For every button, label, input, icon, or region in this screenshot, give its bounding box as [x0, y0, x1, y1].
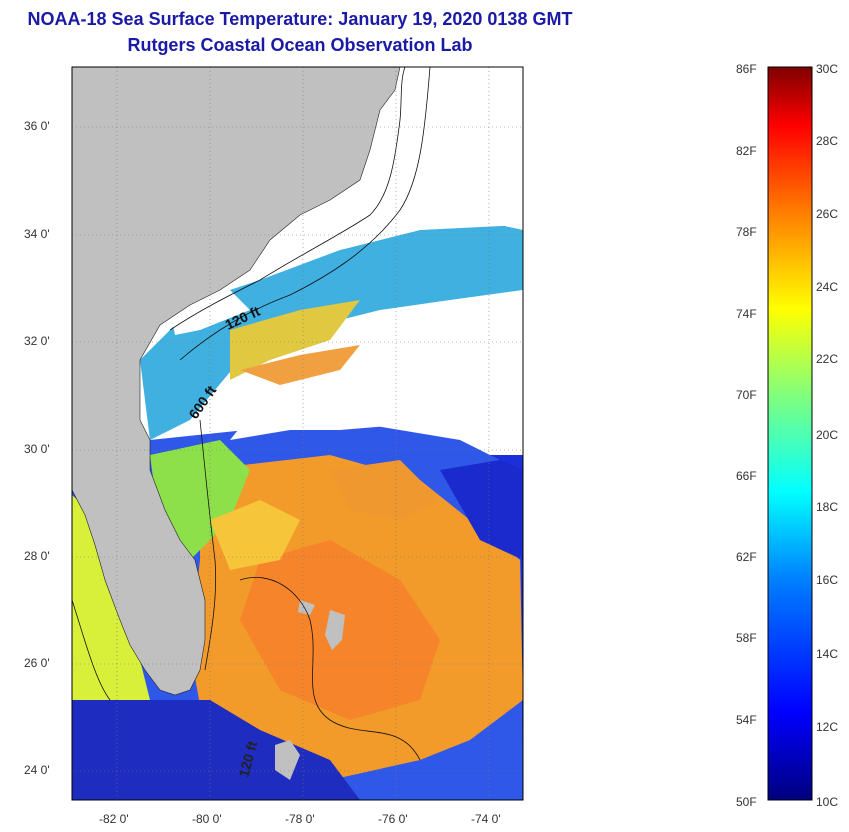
- lat-label-34: 34 0': [24, 227, 50, 241]
- cb-f-54: 54F: [736, 713, 757, 727]
- cb-c-12: 12C: [816, 720, 839, 734]
- land-cuba-edge: [275, 740, 300, 780]
- cb-c-14: 14C: [816, 647, 839, 661]
- sst-orange-strip: [240, 345, 360, 385]
- lat-label-30: 30 0': [24, 442, 50, 456]
- lat-label-32: 32 0': [24, 334, 50, 348]
- cb-c-18: 18C: [816, 500, 839, 514]
- cb-c-16: 16C: [816, 573, 839, 587]
- lon-label-76: -76 0': [378, 812, 408, 826]
- cb-c-24: 24C: [816, 280, 839, 294]
- cb-c-22: 22C: [816, 352, 839, 366]
- cb-f-70: 70F: [736, 388, 757, 402]
- cb-f-78: 78F: [736, 225, 757, 239]
- cb-f-86: 86F: [736, 62, 757, 76]
- cb-f-62: 62F: [736, 550, 757, 564]
- cb-c-20: 20C: [816, 428, 839, 442]
- land-andros: [325, 610, 345, 650]
- map-title: NOAA-18 Sea Surface Temperature: January…: [27, 9, 573, 29]
- cb-f-74: 74F: [736, 307, 757, 321]
- cloud-middle: [230, 360, 500, 440]
- cb-c-26: 26C: [816, 207, 839, 221]
- lat-label-26: 26 0': [24, 656, 50, 670]
- map-content: 120 ft 600 ft 120 ft: [72, 67, 523, 800]
- lon-label-80: -80 0': [192, 812, 222, 826]
- contour-gulf: [72, 599, 111, 701]
- sst-yellow-patch: [210, 500, 300, 570]
- sst-cyan-strip: [140, 225, 523, 440]
- lon-label-82: -82 0': [99, 812, 129, 826]
- cb-f-50: 50F: [736, 795, 757, 809]
- map-subtitle: Rutgers Coastal Ocean Observation Lab: [127, 35, 473, 55]
- lat-label-36: 36 0': [24, 119, 50, 133]
- sst-gulf-yellow: [72, 495, 150, 700]
- map-frame: [71, 66, 524, 801]
- cb-c-30: 30C: [816, 62, 839, 76]
- sst-orange-patch: [330, 460, 440, 520]
- lat-label-28: 28 0': [24, 549, 50, 563]
- cb-f-66: 66F: [736, 469, 757, 483]
- contour-florida: [199, 419, 217, 671]
- lon-label-78: -78 0': [285, 812, 315, 826]
- contour-bahamas: [239, 577, 421, 761]
- contour-600ft: [179, 67, 431, 361]
- colorbar: [767, 66, 813, 801]
- cb-f-58: 58F: [736, 631, 757, 645]
- cb-f-82: 82F: [736, 144, 757, 158]
- cloud-coastal: [170, 290, 250, 335]
- contour-120ft: [169, 67, 406, 331]
- cb-c-28: 28C: [816, 134, 839, 148]
- lat-label-24: 24 0': [24, 763, 50, 777]
- land-mainland: [72, 67, 401, 696]
- cloud-north: [250, 67, 523, 270]
- sst-east-blue: [440, 460, 523, 560]
- lon-label-74: -74 0': [471, 812, 501, 826]
- sst-yellow-strip: [230, 300, 360, 380]
- cb-c-10: 10C: [816, 795, 839, 809]
